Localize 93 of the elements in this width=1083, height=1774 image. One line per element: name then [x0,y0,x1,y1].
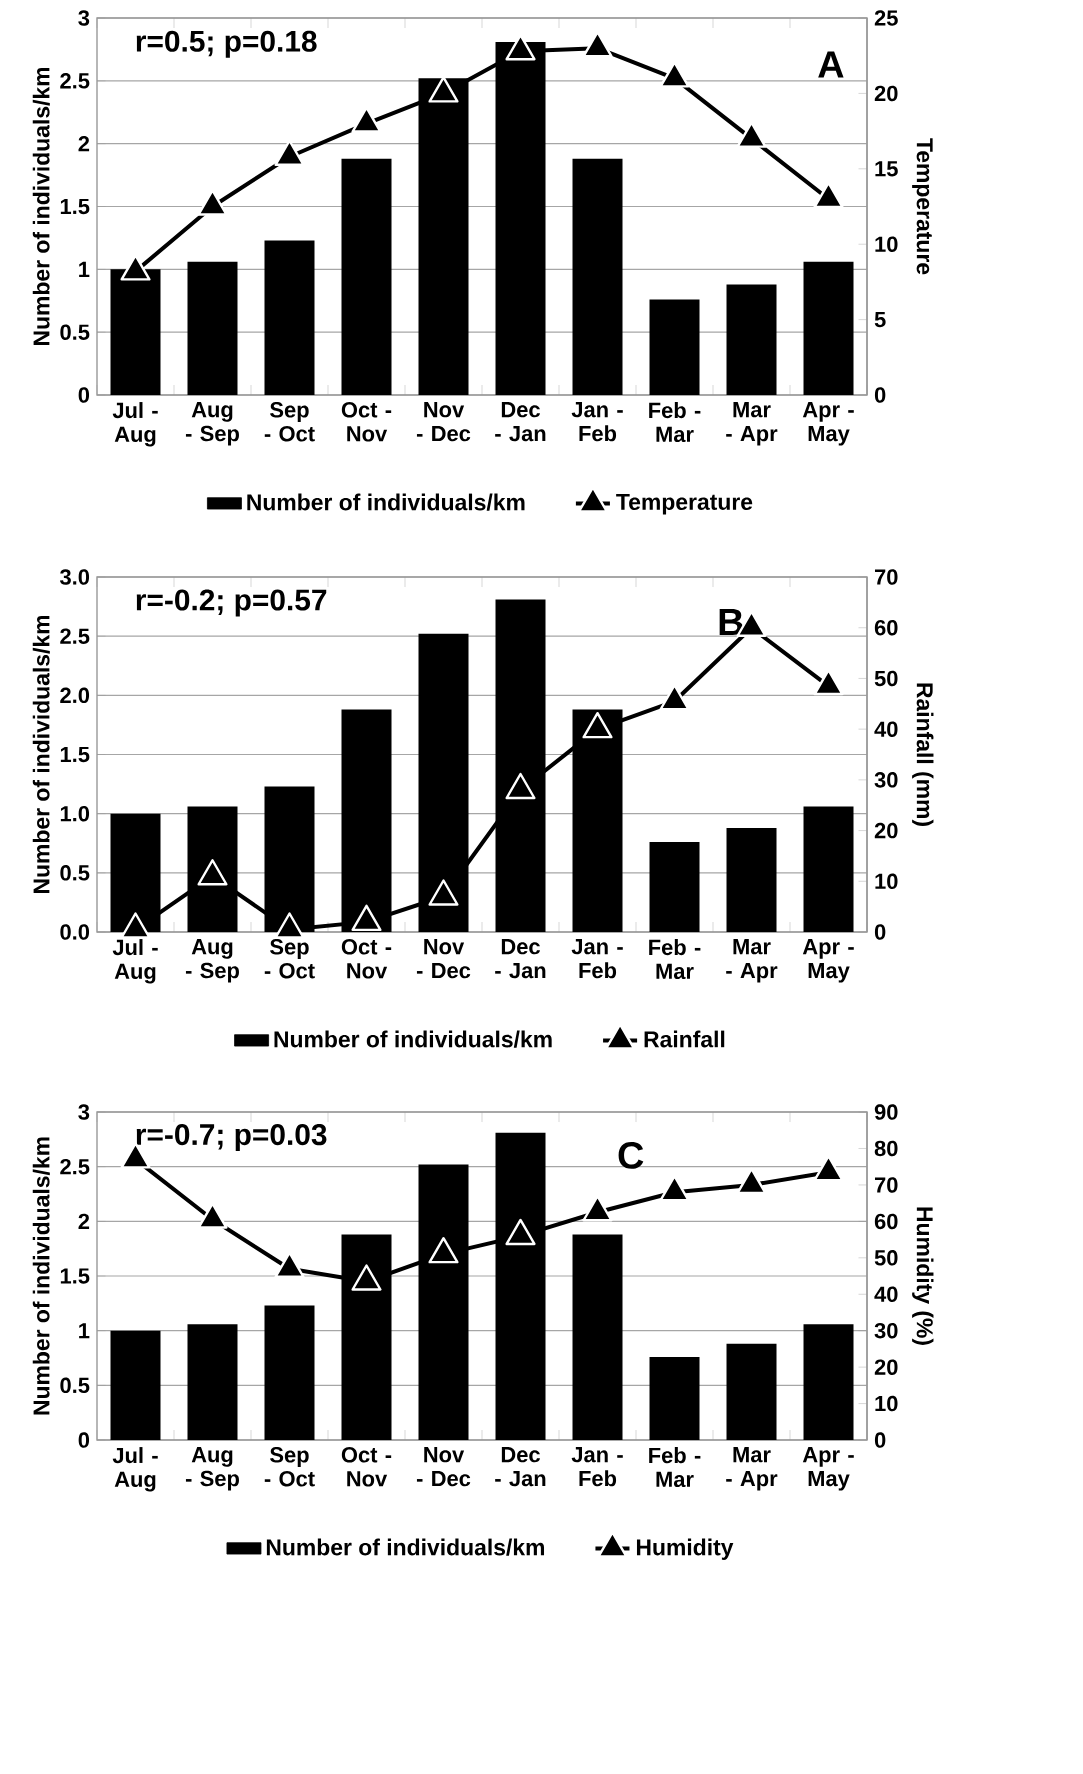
y-tick-label: 1 [79,261,90,277]
y2-tick-label: 10 [875,873,898,890]
y-tick-label: 2.0 [60,687,90,704]
y2-tick-label: 20 [874,822,898,839]
y2-tick-label: 40 [874,1286,898,1303]
y-tick-label: 1.5 [60,746,90,763]
y2-tick-label: 50 [874,670,898,687]
y-axis-title: Number of individuals/km [32,615,50,894]
x-tick-label: Jan - Feb [571,939,623,979]
y2-tick-label: 60 [874,1213,898,1230]
legend-label: Number of individuals/km [274,1030,552,1048]
x-tick-label: Aug - Sep [185,939,239,983]
x-tick-label: Aug - Sep [185,1447,239,1491]
y2-tick-label: 5 [874,311,886,328]
x-tick-label: Sep - Oct [264,1447,315,1487]
x-tick-label: Apr - May [802,939,854,983]
y2-tick-label: 25 [874,10,898,26]
y2-tick-label: 20 [874,1359,898,1375]
annotation: r=-0.7; p=0.03 [136,1123,327,1152]
y-tick-label: 0.0 [60,924,90,940]
y-tick-label: 0 [78,387,90,403]
y2-tick-label: 20 [874,85,898,102]
x-tick-label: Mar - Apr [726,939,778,983]
y2-tick-label: 80 [874,1140,898,1157]
x-tick-label: Mar - Apr [726,402,778,446]
legend-label: Number of individuals/km [247,493,525,511]
y2-tick-label: 10 [875,236,898,252]
annotation: B [719,608,743,635]
x-tick-label: Sep - Oct [264,939,315,979]
y-tick-label: 1.5 [60,1268,90,1284]
y-tick-label: 3 [78,1104,90,1120]
y2-tick-label: 0 [874,924,886,940]
y2-tick-label: 50 [874,1250,898,1266]
x-tick-label: Nov - Dec [416,1447,471,1487]
y-tick-label: 3 [78,10,90,26]
x-tick-label: Dec - Jan [495,402,546,442]
y2-axis-title: Rainfall (mm) [912,683,934,826]
y2-tick-label: 40 [874,721,898,737]
x-tick-label: Jul - Aug [112,939,158,984]
y-tick-label: 2.5 [60,1158,90,1175]
y-tick-label: 2 [78,1213,90,1229]
y2-tick-label: 15 [875,161,898,177]
y-tick-label: 0 [78,1432,90,1448]
x-tick-label: Feb - Mar [649,402,701,443]
x-tick-label: Feb - Mar [649,1447,701,1488]
y2-tick-label: 0 [874,1432,886,1448]
x-tick-label: Apr - May [802,1447,854,1491]
legend-label: Rainfall [644,1030,725,1048]
y2-tick-label: 70 [874,1177,898,1193]
annotation: r=0.5; p=0.18 [136,30,317,58]
y2-tick-label: 30 [874,772,898,788]
x-tick-label: Jan - Feb [571,1447,623,1487]
x-tick-label: Dec - Jan [495,939,546,979]
y-axis-title: Number of individuals/km [32,1137,50,1415]
x-tick-label: Jan - Feb [571,402,623,442]
y2-axis-title: Humidity (%) [912,1207,934,1345]
x-tick-label: Nov - Dec [416,402,471,442]
x-tick-label: Apr - May [802,402,854,446]
legend-label: Temperature [616,494,753,515]
y2-tick-label: 60 [874,619,898,636]
x-tick-label: Oct - Nov [341,939,392,979]
annotation: A [818,51,844,78]
y-tick-label: 0.5 [60,865,90,881]
x-tick-label: Dec - Jan [495,1447,546,1487]
annotation: C [618,1142,644,1169]
y2-tick-label: 0 [874,387,886,403]
y-tick-label: 3.0 [59,569,90,585]
y2-tick-label: 70 [874,569,898,585]
legend-label: Number of individuals/km [266,1538,545,1556]
y2-tick-label: 90 [874,1104,898,1120]
x-tick-label: Jul - Aug [112,1447,158,1492]
y2-tick-label: 10 [875,1395,898,1412]
y-tick-label: 2.5 [60,73,90,89]
y2-tick-label: 30 [874,1322,898,1339]
y-tick-label: 0.5 [60,1377,90,1394]
x-tick-label: Mar - Apr [726,1447,778,1491]
x-tick-label: Jul - Aug [112,402,158,447]
x-tick-label: Aug - Sep [185,402,239,446]
x-tick-label: Nov - Dec [416,939,471,979]
legend-label: Humidity [636,1538,734,1560]
y-tick-label: 2.5 [60,628,90,644]
annotation: r=-0.2; p=0.57 [136,589,327,617]
y-axis-title: Number of individuals/km [32,67,50,346]
x-tick-label: Feb - Mar [649,939,701,980]
y-tick-label: 2 [78,136,90,152]
y2-axis-title: Temperature [912,138,933,275]
y-tick-label: 1.0 [60,805,90,822]
y-tick-label: 1 [79,1323,90,1339]
x-tick-label: Oct - Nov [341,402,392,442]
y-tick-label: 1.5 [60,198,90,215]
y-tick-label: 0.5 [60,324,90,340]
x-tick-label: Sep - Oct [264,402,315,442]
x-tick-label: Oct - Nov [341,1447,392,1487]
